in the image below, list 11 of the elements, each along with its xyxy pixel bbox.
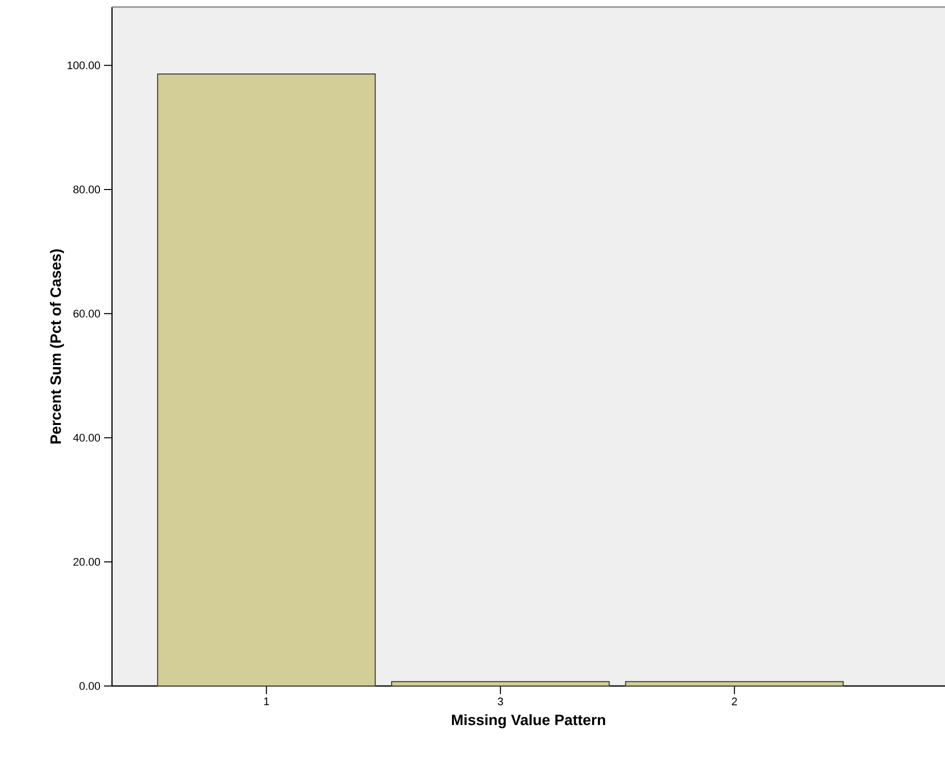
x-axis-title: Missing Value Pattern (452, 714, 606, 728)
y-tick-label: 60.00 (74, 310, 100, 318)
y-tick-label: 0.00 (79, 682, 100, 690)
y-tick-label: 40.00 (73, 434, 100, 442)
x-tick-label: 1 (264, 698, 269, 706)
x-tick-label: 3 (498, 698, 503, 706)
x-tick-label: 2 (732, 698, 737, 706)
y-tick-label: 20.00 (73, 558, 100, 566)
y-axis-title: Percent Sum (Pct of Cases) (50, 249, 64, 444)
y-tick-label: 80.00 (73, 186, 100, 194)
y-tick-label: 100.00 (68, 61, 100, 70)
